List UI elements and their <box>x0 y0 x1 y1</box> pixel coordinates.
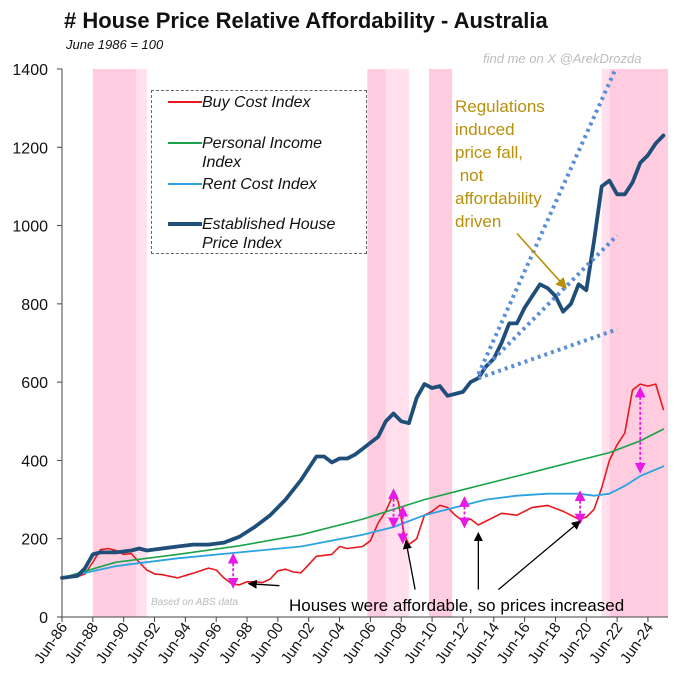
y-tick-label: 1000 <box>12 219 48 236</box>
gridlines <box>57 68 62 618</box>
chart-title: # House Price Relative Affordability - A… <box>64 8 548 33</box>
y-tick-label: 600 <box>21 375 48 392</box>
shaded-period <box>136 69 147 617</box>
shaded-period <box>428 69 453 617</box>
y-tick-label: 0 <box>39 610 48 627</box>
pointer-arrow <box>247 579 280 589</box>
y-tick-label: 1200 <box>12 140 48 157</box>
legend-label-house: Established House Price Index <box>202 216 336 252</box>
legend-swatch-buy <box>168 101 202 103</box>
shaded-period <box>609 69 668 617</box>
recession-shading <box>92 69 668 617</box>
shaded-period <box>92 69 137 617</box>
pointer-arrow <box>402 539 416 590</box>
legend-swatch-house <box>168 222 202 226</box>
source-note: Based on ABS data <box>151 597 238 608</box>
regulations-annotation: Regulations induced price fall, not affo… <box>455 97 545 231</box>
legend-label-income: Personal Income Index <box>202 135 323 171</box>
trend-line <box>476 233 619 376</box>
shaded-period <box>601 69 610 617</box>
trend-lines <box>476 68 619 381</box>
chart-subtitle: June 1986 = 100 <box>66 37 164 52</box>
series-line-rent <box>61 465 665 579</box>
series-line-house <box>60 133 666 580</box>
author-credit: find me on X @ArekDrozda <box>483 51 642 66</box>
regulations-arrow <box>516 232 567 290</box>
y-tick-label: 800 <box>21 297 48 314</box>
annotation-arrows <box>227 232 646 591</box>
affordable-annotation: Houses were affordable, so prices increa… <box>289 596 625 615</box>
shaded-period <box>367 69 386 617</box>
y-tick-label: 200 <box>21 532 48 549</box>
pointer-arrow <box>497 520 581 591</box>
y-tick-label: 1400 <box>12 62 48 79</box>
legend: Buy Cost Index Personal Income Index Ren… <box>151 90 367 254</box>
shaded-period <box>385 69 409 617</box>
y-tick-label: 400 <box>21 453 48 470</box>
series-line-buy <box>61 383 665 586</box>
series-line-income <box>61 428 665 579</box>
legend-swatch-income <box>168 142 202 144</box>
legend-swatch-rent <box>168 183 202 185</box>
x-tick-label: Jun-24 <box>617 620 657 667</box>
legend-label-buy: Buy Cost Index <box>202 94 311 111</box>
legend-label-rent: Rent Cost Index <box>202 176 317 193</box>
